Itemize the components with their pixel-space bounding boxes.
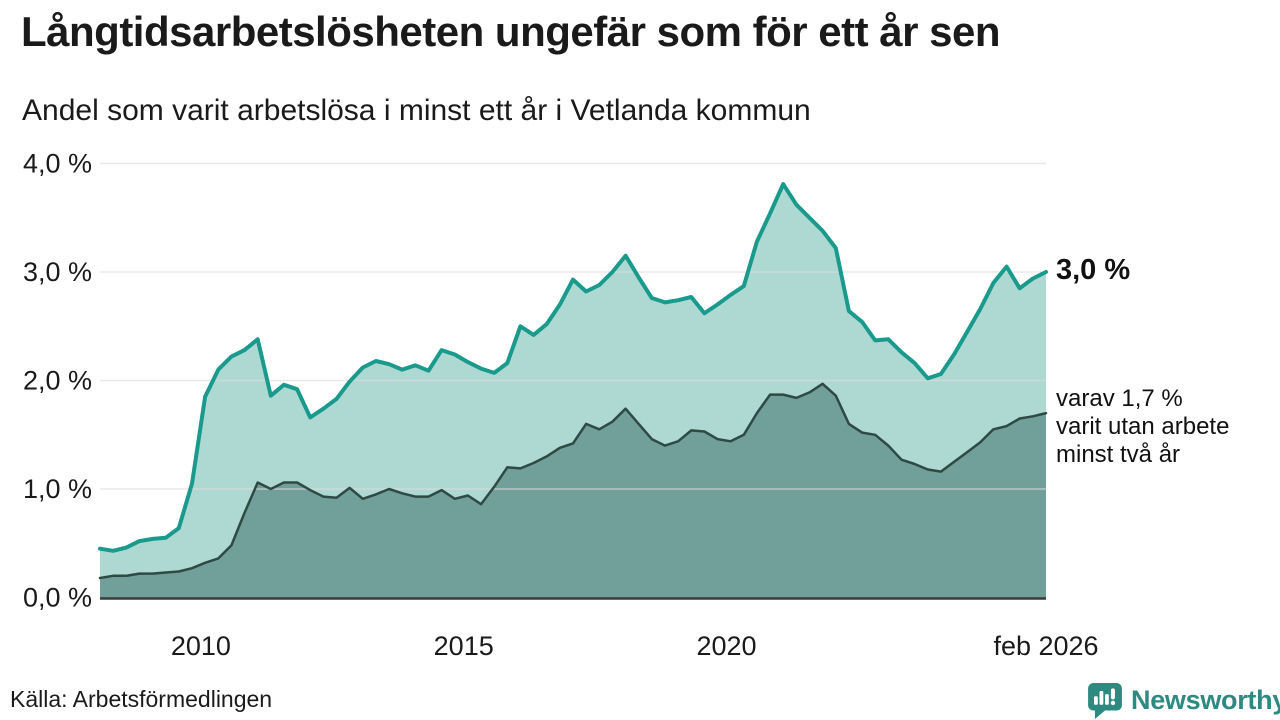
newsworthy-logo: Newsworthy bbox=[1087, 682, 1280, 719]
x-tick-label: feb 2026 bbox=[993, 631, 1098, 661]
secondary-series-label: varav 1,7 % varit utan arbete minst två … bbox=[1056, 385, 1230, 468]
chart-subtitle: Andel som varit arbetslösa i minst ett å… bbox=[22, 94, 811, 127]
tick-labels: 0,0 % 1,0 % 2,0 % 3,0 % 4,0 % 2010 2015 2020 feb… bbox=[23, 149, 1099, 662]
chart-title: Långtidsarbetslösheten ungefär som för e… bbox=[21, 8, 1001, 55]
y-tick-label: 0,0 % bbox=[23, 583, 92, 613]
latest-value-label: 3,0 % bbox=[1056, 254, 1131, 286]
series-lines bbox=[98, 182, 1048, 580]
series-line-1 bbox=[98, 382, 1048, 580]
newsworthy-icon bbox=[1088, 683, 1122, 719]
series-area-1 bbox=[100, 383, 1046, 598]
gridlines bbox=[100, 162, 1046, 490]
x-tick-label: 2020 bbox=[696, 631, 756, 661]
y-tick-label: 2,0 % bbox=[23, 366, 92, 396]
y-tick-label: 1,0 % bbox=[23, 474, 92, 504]
newsworthy-wordmark: Newsworthy bbox=[1131, 685, 1280, 715]
y-tick-label: 4,0 % bbox=[23, 149, 92, 179]
x-tick-label: 2010 bbox=[171, 631, 231, 661]
series-areas bbox=[100, 184, 1046, 598]
source-label: Källa: Arbetsförmedlingen bbox=[10, 686, 273, 712]
y-tick-label: 3,0 % bbox=[23, 257, 92, 287]
x-tick-label: 2015 bbox=[434, 631, 494, 661]
series-line-0 bbox=[98, 182, 1048, 553]
